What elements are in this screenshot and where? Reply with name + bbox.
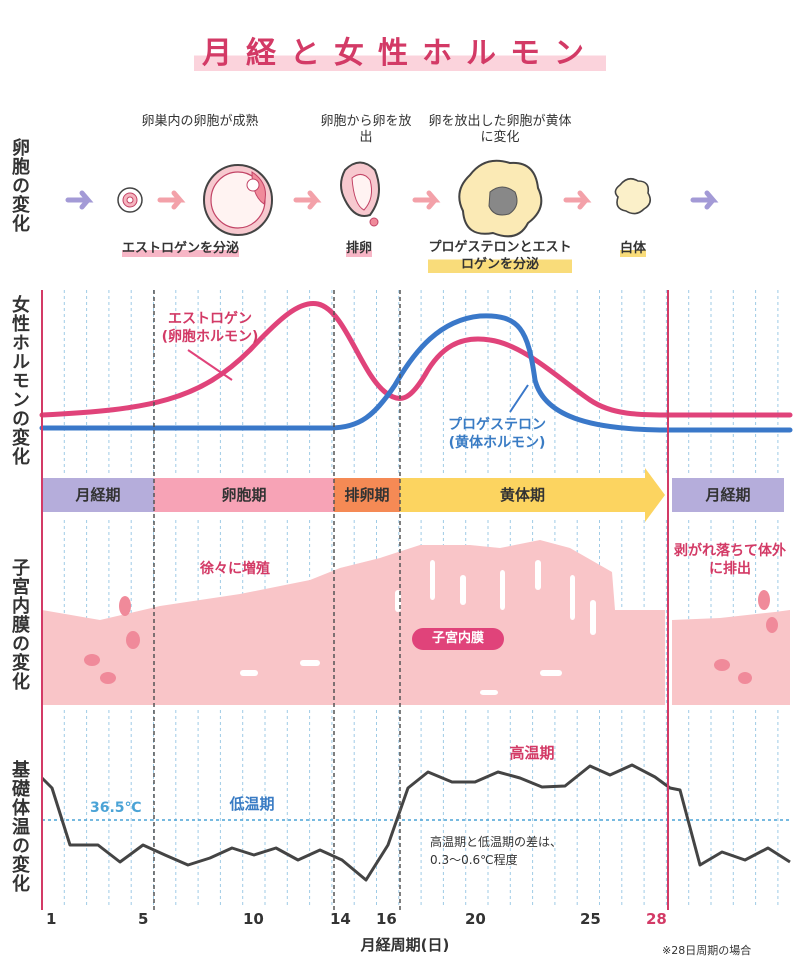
stage-text-release: 卵胞から卵を放出 [320, 114, 412, 145]
stage-tag-progesterone: プロゲステロンとエストロゲンを分泌 [428, 239, 572, 273]
stage-text-mature: 卵巣内の卵胞が成熟 [141, 114, 259, 129]
phase-follicular: 卵胞期 [221, 486, 267, 504]
row-label-hormone: 女性ホルモンの変化 [9, 295, 30, 466]
row-label-temp: 基礎体温の変化 [9, 760, 30, 893]
title-text: 月経と女性ホルモン [194, 36, 606, 71]
row-label-ovum: 卵胞の変化 [9, 138, 30, 233]
uterus-label-badge: 子宮内膜 [412, 628, 504, 650]
tick-label: 1 [46, 910, 57, 928]
tick-label: 28 [646, 910, 667, 928]
ovum-arrows [65, 190, 719, 210]
footnote: ※28日周期の場合 [662, 944, 752, 957]
tick-label: 20 [465, 910, 486, 928]
stage-tag-albicans: 白体 [620, 240, 647, 257]
progesterone-sub: (黄体ホルモン) [448, 435, 546, 451]
high-temp-label: 高温期 [509, 744, 555, 762]
temp-note: 高温期と低温期の差は、 0.3〜0.6℃程度 [430, 833, 562, 869]
stage-tag-estrogen: エストロゲンを分泌 [122, 240, 240, 257]
phase-menstrual-next: 月経期 [705, 486, 751, 504]
page-title: 月経と女性ホルモン [0, 28, 800, 72]
tick-label: 25 [580, 910, 601, 928]
axis-title: 月経周期(日) [360, 936, 450, 954]
estrogen-leader [187, 349, 233, 381]
tick-label: 5 [138, 910, 149, 928]
corpus-albicans-icon [614, 177, 652, 215]
phase-ovulation: 排卵期 [344, 486, 390, 504]
row-label-uterus: 子宮内膜の変化 [9, 558, 30, 691]
uterine-lining [42, 540, 790, 705]
stage-tag-ovulation: 排卵 [346, 240, 373, 257]
uterus-shed-label: 剥がれ落ちて体外に排出 [674, 543, 786, 577]
stage-text-corpus: 卵を放出した卵胞が黄体に変化 [428, 114, 572, 145]
follicle-mature-icon [203, 164, 273, 236]
tick-label: 14 [330, 910, 351, 928]
estrogen-label: エストロゲン (卵胞ホルモン) [150, 310, 270, 346]
follicle-small-icon [117, 187, 143, 213]
temp-note-line2: 0.3〜0.6℃程度 [430, 853, 518, 867]
progesterone-leader [509, 384, 529, 413]
tick-label: 10 [243, 910, 264, 928]
progesterone-curve [39, 313, 793, 433]
tick-label: 16 [376, 910, 397, 928]
estrogen-sub: (卵胞ホルモン) [161, 329, 259, 345]
basal-temp-line [40, 763, 791, 882]
ovulation-icon [340, 161, 380, 227]
progesterone-label: プロゲステロン (黄体ホルモン) [432, 416, 562, 452]
uterus-grow-label: 徐々に増殖 [200, 561, 270, 577]
phase-menstrual: 月経期 [75, 486, 121, 504]
estrogen-name: エストロゲン [168, 311, 252, 327]
phase-bar [42, 468, 784, 522]
corpus-luteum-icon [458, 159, 543, 238]
low-temp-label: 低温期 [229, 795, 275, 813]
temp-note-line1: 高温期と低温期の差は、 [430, 835, 563, 849]
phase-luteal: 黄体期 [499, 486, 545, 504]
progesterone-name: プロゲステロン [448, 417, 546, 433]
baseline-label: 36.5℃ [90, 800, 142, 816]
